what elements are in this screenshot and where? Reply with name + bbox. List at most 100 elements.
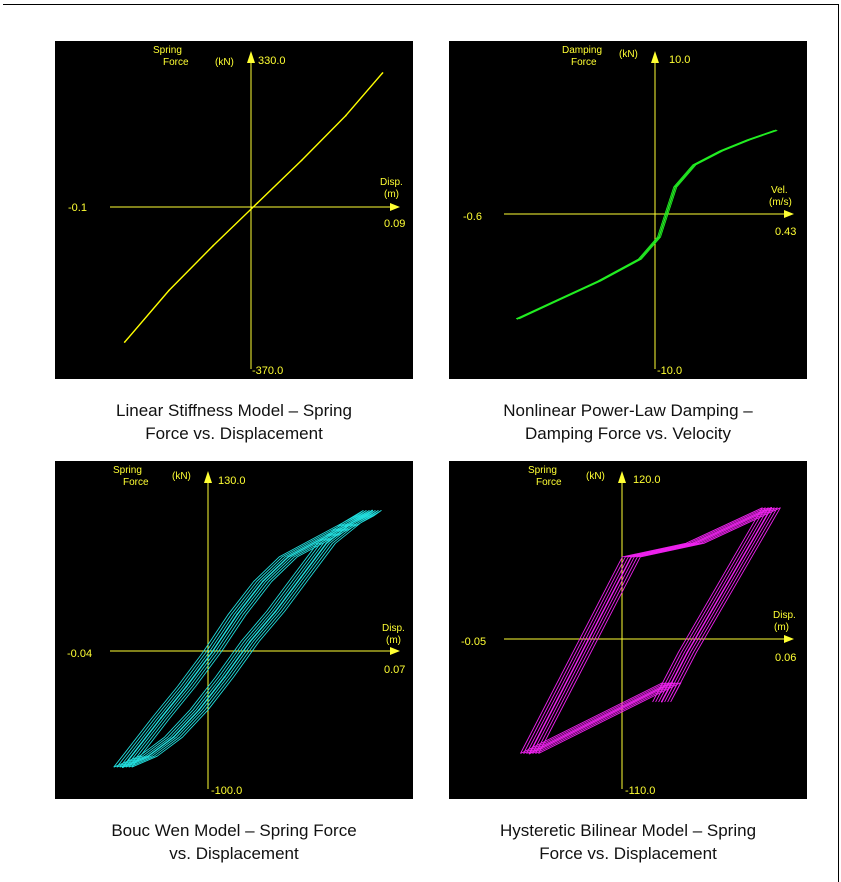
chart-hysteretic-bilinear: Spring Force (kN) 120.0 -110.0 -0.05 0.0… xyxy=(461,465,796,797)
caption-line-1: Nonlinear Power-Law Damping – xyxy=(503,401,753,420)
data-point xyxy=(528,752,531,755)
series-trace xyxy=(515,129,775,320)
data-point xyxy=(121,766,124,768)
y-axis-unit: (kN) xyxy=(586,471,605,482)
series-trace xyxy=(535,507,778,754)
plot-area xyxy=(520,507,781,755)
y-axis-unit: (kN) xyxy=(619,49,638,60)
x-axis-label-line-2: (m/s) xyxy=(769,197,792,208)
series-line xyxy=(517,129,777,320)
caption-line-1: Hysteretic Bilinear Model – Spring xyxy=(499,821,757,840)
y-min-label: -100.0 xyxy=(211,785,242,797)
series-trace xyxy=(116,510,367,768)
series-trace xyxy=(538,507,781,754)
caption-line-2: vs. Displacement xyxy=(169,844,299,863)
y-max-label: 330.0 xyxy=(258,55,286,67)
y-axis-unit: (kN) xyxy=(172,471,191,482)
y-axis-label-line-1: Spring xyxy=(153,45,182,56)
series-line xyxy=(122,509,373,768)
series-trace xyxy=(518,129,778,320)
plot-area xyxy=(123,72,384,343)
chart-panel-bouc-wen: Spring Force (kN) 130.0 -100.0 -0.04 0.0… xyxy=(55,461,413,799)
data-point xyxy=(223,676,226,678)
data-point xyxy=(256,202,259,204)
x-axis-label-line-1: Vel. xyxy=(771,185,788,196)
y-axis-label-line-2: Force xyxy=(123,477,149,488)
data-point xyxy=(671,681,673,684)
data-point xyxy=(261,580,264,583)
data-point xyxy=(693,164,696,166)
x-axis-arrow-icon xyxy=(784,635,794,643)
data-point xyxy=(287,556,289,558)
x-axis-arrow-icon xyxy=(390,647,400,655)
x-max-label: 0.06 xyxy=(775,652,796,664)
data-point xyxy=(211,651,213,654)
chart-panel-linear-stiffness: Spring Force (kN) 330.0 -370.0 -0.1 0.09… xyxy=(55,41,413,379)
data-point xyxy=(300,576,302,579)
caption-line-2: Force vs. Displacement xyxy=(539,844,717,863)
data-point xyxy=(371,509,374,512)
data-point xyxy=(147,755,149,757)
data-point xyxy=(770,507,773,509)
x-axis-arrow-icon xyxy=(784,210,794,218)
data-point xyxy=(300,159,303,162)
data-point xyxy=(168,289,170,292)
data-point xyxy=(775,129,777,132)
series-trace xyxy=(113,510,364,768)
data-point xyxy=(236,613,239,616)
series-trace xyxy=(119,510,370,768)
x-min-label: -0.05 xyxy=(461,636,486,648)
chart-power-law-damping: Damping Force (kN) 10.0 -10.0 -0.6 0.43 … xyxy=(463,45,796,377)
series-trace xyxy=(532,507,775,754)
caption-line-2: Damping Force vs. Velocity xyxy=(525,424,731,443)
x-axis-label-line-1: Disp. xyxy=(773,610,796,621)
caption-line-1: Linear Stiffness Model – Spring xyxy=(116,401,352,420)
data-point xyxy=(363,515,366,517)
y-axis-unit: (kN) xyxy=(215,57,234,68)
series-line xyxy=(528,507,772,755)
y-axis-label-line-2: Force xyxy=(536,477,562,488)
y-axis-label-line-1: Spring xyxy=(113,465,142,476)
x-axis-label-line-1: Disp. xyxy=(382,623,405,634)
frame-top-line xyxy=(3,4,839,5)
series-trace xyxy=(526,507,769,754)
y-min-label: -370.0 xyxy=(252,365,283,377)
y-max-label: 10.0 xyxy=(669,54,690,66)
y-max-label: 130.0 xyxy=(218,475,246,487)
x-max-label: 0.43 xyxy=(775,226,796,238)
data-point xyxy=(274,610,277,613)
caption-bouc-wen: Bouc Wen Model – Spring Force vs. Displa… xyxy=(55,819,413,865)
plot-area xyxy=(113,509,382,768)
y-axis-arrow-icon xyxy=(651,51,659,63)
y-axis-label-line-2: Force xyxy=(571,57,597,68)
data-point xyxy=(351,522,353,524)
y-axis-arrow-icon xyxy=(204,471,212,483)
data-point xyxy=(598,280,600,282)
data-point xyxy=(694,542,696,545)
y-min-label: -10.0 xyxy=(657,365,682,377)
data-point xyxy=(557,299,560,301)
x-axis-label-line-2: (m) xyxy=(386,635,401,646)
data-point xyxy=(134,750,137,752)
caption-hysteretic-bilinear: Hysteretic Bilinear Model – Spring Force… xyxy=(449,819,807,865)
data-point xyxy=(345,114,347,117)
caption-linear-stiffness: Linear Stiffness Model – Spring Force vs… xyxy=(55,399,413,445)
x-axis-label-line-2: (m) xyxy=(774,622,789,633)
data-point xyxy=(160,717,162,719)
caption-power-law-damping: Nonlinear Power-Law Damping – Damping Fo… xyxy=(449,399,807,445)
x-max-label: 0.07 xyxy=(384,664,405,676)
data-point xyxy=(198,709,200,711)
y-max-label: 120.0 xyxy=(633,474,661,486)
data-point xyxy=(325,535,328,538)
x-min-label: -0.04 xyxy=(67,648,92,660)
x-axis-label-line-2: (m) xyxy=(384,189,399,200)
series-trace xyxy=(128,510,379,768)
x-min-label: -0.6 xyxy=(463,211,482,223)
data-point xyxy=(249,640,251,643)
plot-area xyxy=(515,129,778,320)
data-point xyxy=(747,139,750,141)
series-trace xyxy=(523,507,766,754)
data-point xyxy=(658,236,660,238)
data-point xyxy=(674,186,677,188)
data-point xyxy=(325,542,328,545)
